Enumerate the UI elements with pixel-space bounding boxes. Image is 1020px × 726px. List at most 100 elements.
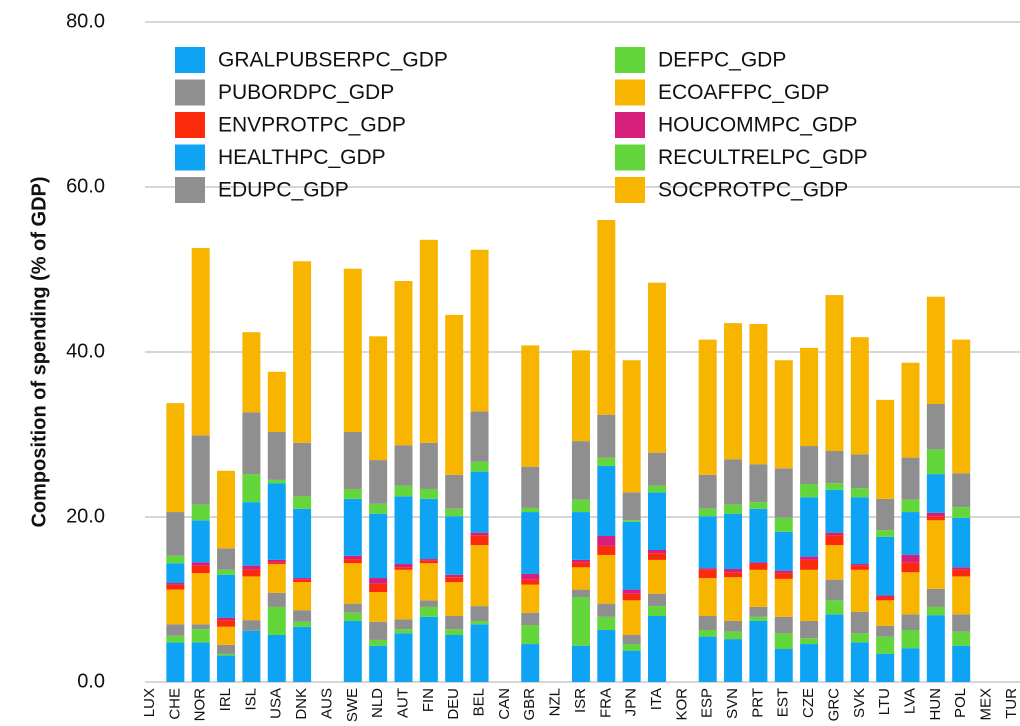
bar-segment [774, 578, 793, 617]
bar-segment [876, 653, 895, 682]
x-tick-label: ITA [648, 688, 665, 710]
bar-segment [749, 502, 768, 509]
bar-segment [217, 644, 236, 654]
bar-segment [901, 630, 920, 649]
bar-segment [217, 470, 236, 549]
bar-segment [825, 614, 844, 682]
bar-segment [217, 620, 236, 627]
legend-swatch [615, 177, 645, 203]
y-tick-label: 20.0 [66, 505, 105, 527]
bar-segment [267, 562, 286, 565]
bar-segment [191, 504, 210, 521]
bar-segment [876, 600, 895, 626]
bar-segment [850, 337, 869, 455]
bar-segment [571, 499, 590, 513]
legend-label: DEFPC_GDP [658, 49, 786, 72]
bar-segment [242, 502, 261, 566]
x-tick-label: SVK [851, 688, 868, 718]
bar-segment [343, 432, 362, 489]
bar-segment [343, 563, 362, 604]
bar-segment [648, 606, 666, 616]
bar-segment [166, 403, 185, 513]
bar-segment [394, 619, 413, 630]
bar-segment [445, 508, 464, 517]
legend-swatch [615, 144, 645, 171]
bar-segment [622, 644, 641, 651]
bar-segment [419, 616, 438, 682]
bar-segment [648, 492, 666, 550]
bar-segment [419, 563, 438, 601]
bar-segment [774, 531, 793, 571]
x-tick-label: NZL [547, 688, 564, 716]
bar-segment [166, 624, 185, 636]
bar-segment [952, 614, 971, 632]
bar-segment [394, 564, 413, 568]
legend-label: ENVPROTPC_GDP [218, 114, 406, 137]
bar-segment [571, 597, 590, 646]
bar-segment [191, 624, 210, 630]
bar-segment [825, 295, 844, 451]
bar-segment [926, 403, 945, 450]
x-tick-label: NOR [192, 688, 209, 722]
bar-segment [648, 553, 666, 560]
bar-segment [597, 603, 616, 617]
bar-segment [952, 339, 971, 474]
bar-segment [800, 497, 819, 557]
bar-segment [800, 446, 819, 484]
bar-segment [369, 592, 388, 622]
bar-segment [825, 545, 844, 580]
bar-segment [445, 634, 464, 682]
bar-segment [724, 620, 743, 632]
bar-segment [901, 614, 920, 631]
bar-segment [470, 411, 489, 462]
bar-segment [267, 432, 286, 480]
bar-segment [369, 645, 388, 682]
bar-segment [901, 562, 920, 573]
bar-segment [521, 579, 540, 585]
bar-segment [622, 520, 641, 522]
bar-segment [267, 479, 286, 484]
y-tick-label: 40.0 [66, 340, 105, 362]
bar-segment [800, 559, 819, 570]
bar-segment [724, 513, 743, 569]
y-tick-label: 80.0 [66, 10, 105, 32]
x-tick-label: SWE [344, 688, 361, 722]
bar-segment [217, 574, 236, 618]
bar-segment [470, 471, 489, 533]
bar-segment [166, 512, 185, 556]
x-tick-label: AUT [394, 688, 411, 718]
bar-segment [369, 583, 388, 593]
bar-segment [648, 616, 666, 682]
bar-segment [648, 485, 666, 493]
bar-segment [876, 530, 895, 537]
bar-segment [774, 570, 793, 574]
bar-segment [293, 582, 312, 611]
bar-segment [419, 488, 438, 499]
bar-segment [445, 574, 464, 578]
bar-segment [217, 569, 236, 575]
bar-segment [901, 362, 920, 458]
bar-segment [698, 578, 717, 616]
bar-segment [749, 562, 768, 565]
bar-segment [191, 562, 210, 566]
bar-segment [698, 616, 717, 631]
bar-segment [648, 550, 666, 554]
bar-segment [293, 621, 312, 627]
bar-segment [293, 496, 312, 509]
bar-segment [521, 507, 540, 513]
bar-segment [724, 639, 743, 682]
bar-segment [597, 457, 616, 466]
bar-segment [343, 498, 362, 556]
bar-segment [470, 620, 489, 625]
bar-segment [774, 360, 793, 469]
bar-segment [597, 220, 616, 415]
bar-segment [242, 569, 261, 577]
bar-segment [571, 350, 590, 442]
bar-segment [369, 513, 388, 579]
x-tick-label: LTU [876, 688, 893, 715]
bar-segment [571, 559, 590, 563]
bar-segment [445, 616, 464, 630]
bar-segment [952, 567, 971, 570]
bar-segment [825, 600, 844, 615]
bar-segment [166, 635, 185, 643]
